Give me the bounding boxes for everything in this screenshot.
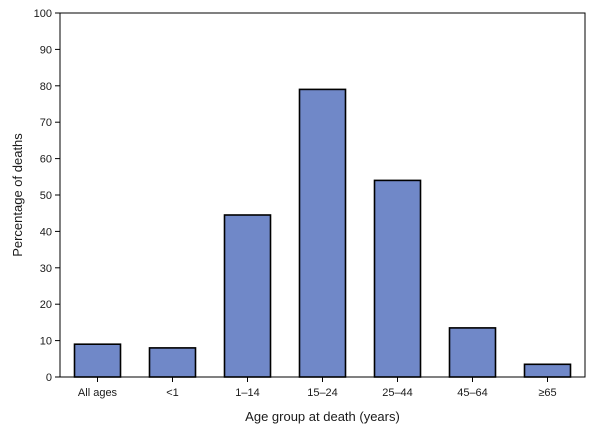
y-axis-ticks: 0 10 20 30 40 50 60 70 80 90 100 — [34, 8, 60, 384]
y-tick-label: 30 — [40, 263, 52, 275]
x-tick-label: 25–44 — [382, 387, 413, 399]
y-tick-label: 50 — [40, 190, 52, 202]
x-axis-ticks: All ages <1 1–14 15–24 25–44 45–64 ≥65 — [78, 377, 557, 399]
x-tick-label: <1 — [166, 387, 179, 399]
bars — [73, 88, 572, 378]
y-tick-label: 70 — [40, 117, 52, 129]
x-tick-label: 15–24 — [307, 387, 338, 399]
y-tick-label: 0 — [46, 372, 52, 384]
bar — [298, 88, 347, 378]
y-tick-label: 80 — [40, 81, 52, 93]
y-tick-label: 40 — [40, 226, 52, 238]
bar — [148, 347, 197, 378]
x-axis-title: Age group at death (years) — [245, 409, 400, 424]
bar — [448, 327, 497, 378]
y-tick-label: 100 — [34, 8, 52, 20]
plot-frame — [59, 12, 586, 378]
y-tick-label: 10 — [40, 336, 52, 348]
y-tick-label: 60 — [40, 154, 52, 166]
x-tick-label: 45–64 — [457, 387, 488, 399]
y-tick-label: 90 — [40, 44, 52, 56]
bar — [373, 179, 422, 378]
x-tick-label: 1–14 — [235, 387, 259, 399]
y-tick-label: 20 — [40, 299, 52, 311]
bar — [523, 363, 572, 378]
x-tick-label: ≥65 — [538, 387, 556, 399]
y-axis-title: Percentage of deaths — [10, 133, 25, 257]
bar — [223, 214, 272, 378]
x-tick-label: All ages — [78, 387, 118, 399]
bar — [73, 343, 122, 378]
